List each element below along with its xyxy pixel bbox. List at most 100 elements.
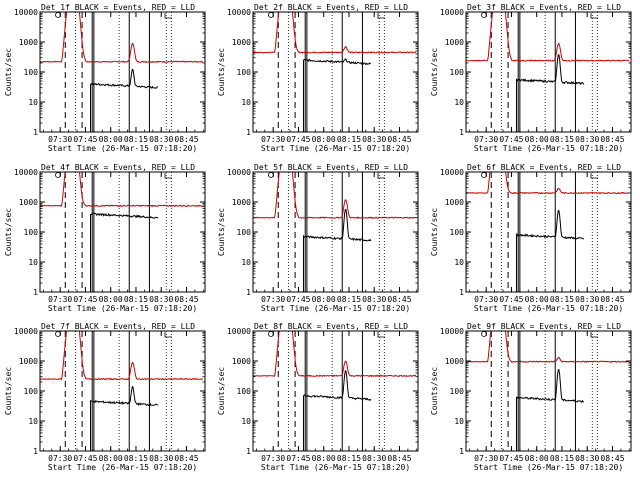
lld-series-line	[253, 331, 416, 378]
x-tick-label: 07:45	[499, 135, 523, 144]
y-tick-label: 10	[241, 417, 251, 426]
x-axis-label: Start Time (26-Mar-15 07:18:20)	[261, 304, 410, 313]
events-series-line	[303, 58, 371, 132]
events-series-line	[90, 386, 159, 451]
x-tick-label: 08:15	[550, 295, 574, 304]
x-tick-label: 08:45	[600, 295, 624, 304]
lld-series-line	[466, 12, 630, 62]
x-axis-label: Start Time (26-Mar-15 07:18:20)	[48, 304, 197, 313]
y-tick-label: 10000	[227, 327, 251, 336]
x-axis-label: Start Time (26-Mar-15 07:18:20)	[48, 463, 197, 472]
plot-area	[253, 172, 417, 292]
x-tick-label: 08:15	[337, 135, 361, 144]
x-tick-label: 08:45	[174, 135, 198, 144]
x-tick-label: 08:30	[149, 295, 173, 304]
x-tick-label: 08:45	[600, 135, 624, 144]
y-tick-label: 1	[33, 128, 38, 137]
y-tick-label: 10000	[227, 8, 251, 17]
y-tick-label: 10000	[227, 168, 251, 177]
x-tick-label: 08:15	[124, 135, 148, 144]
events-series-line	[516, 369, 584, 451]
y-tick-label: 1000	[232, 198, 251, 207]
x-tick-label: 08:30	[149, 454, 173, 463]
y-tick-label: 10	[28, 417, 38, 426]
chart-title: Det_6f BLACK = Events, RED = LLD	[467, 163, 621, 172]
y-tick-label: 10	[241, 258, 251, 267]
y-axis-label: Counts/sec	[4, 208, 13, 256]
x-tick-label: 08:00	[99, 135, 123, 144]
events-series-line	[516, 54, 585, 132]
y-tick-label: 10000	[14, 168, 38, 177]
y-tick-label: 1000	[445, 38, 464, 47]
y-tick-label: 100	[237, 387, 252, 396]
y-axis-label: Counts/sec	[430, 48, 439, 96]
y-tick-label: 100	[450, 387, 465, 396]
y-tick-label: 10000	[440, 327, 464, 336]
chart-title: Det_5f BLACK = Events, RED = LLD	[254, 163, 408, 172]
chart-panel-6: Det_6f BLACK = Events, RED = LLD 1 10 100 10…	[430, 163, 632, 313]
lld-series-line	[40, 172, 203, 208]
events-series-line	[90, 68, 159, 132]
y-tick-label: 100	[450, 68, 465, 77]
x-axis-label: Start Time (26-Mar-15 07:18:20)	[261, 144, 410, 153]
x-tick-label: 08:45	[174, 295, 198, 304]
x-tick-label: 07:45	[499, 295, 523, 304]
x-tick-label: 08:30	[575, 295, 599, 304]
x-tick-label: 08:15	[337, 454, 361, 463]
y-tick-label: 1	[246, 447, 251, 456]
lld-series-line	[253, 12, 417, 54]
x-axis-label: Start Time (26-Mar-15 07:18:20)	[261, 463, 410, 472]
plot-area	[40, 12, 204, 132]
x-tick-label: 08:30	[362, 454, 386, 463]
y-tick-label: 10000	[14, 8, 38, 17]
plot-area	[40, 172, 203, 292]
chart-panel-9: Det_9f BLACK = Events, RED = LLD 1 10 100 10…	[430, 322, 632, 472]
y-tick-label: 10	[454, 417, 464, 426]
x-tick-label: 08:30	[149, 135, 173, 144]
x-tick-label: 07:30	[474, 135, 498, 144]
chart-panel-2: Det_2f BLACK = Events, RED = LLD 1 10 100 10…	[217, 3, 419, 153]
y-tick-label: 1	[246, 128, 251, 137]
x-tick-label: 08:00	[312, 135, 336, 144]
x-tick-label: 07:30	[474, 454, 498, 463]
events-series-line	[303, 370, 372, 451]
y-axis-label: Counts/sec	[430, 367, 439, 415]
x-tick-label: 08:30	[362, 135, 386, 144]
y-tick-label: 10	[28, 98, 38, 107]
x-axis-label: Start Time (26-Mar-15 07:18:20)	[474, 144, 623, 153]
chart-panel-4: Det_4f BLACK = Events, RED = LLD 1 10 100 10…	[4, 163, 206, 313]
x-tick-label: 07:30	[261, 295, 285, 304]
y-tick-label: 100	[237, 68, 252, 77]
x-tick-label: 08:45	[387, 454, 411, 463]
y-tick-label: 1	[459, 447, 464, 456]
x-axis-label: Start Time (26-Mar-15 07:18:20)	[48, 144, 197, 153]
y-tick-label: 100	[237, 228, 252, 237]
x-tick-label: 07:30	[261, 135, 285, 144]
x-tick-label: 07:30	[48, 295, 72, 304]
y-tick-label: 1000	[232, 38, 251, 47]
x-tick-label: 07:45	[286, 135, 310, 144]
legend-step-marker	[377, 332, 385, 338]
y-tick-label: 1000	[19, 38, 38, 47]
chart-panel-8: Det_8f BLACK = Events, RED = LLD 1 10 100 10…	[217, 322, 419, 472]
y-tick-label: 10000	[440, 8, 464, 17]
y-tick-label: 100	[24, 387, 39, 396]
x-tick-label: 08:00	[312, 454, 336, 463]
y-tick-label: 1	[459, 128, 464, 137]
y-tick-label: 1000	[445, 198, 464, 207]
x-tick-label: 08:00	[99, 454, 123, 463]
plot-area	[466, 12, 630, 132]
lld-series-line	[253, 172, 417, 220]
x-tick-label: 08:30	[575, 454, 599, 463]
x-tick-label: 08:45	[387, 135, 411, 144]
chart-title: Det_4f BLACK = Events, RED = LLD	[41, 163, 195, 172]
y-axis-label: Counts/sec	[217, 367, 226, 415]
x-tick-label: 07:45	[499, 454, 523, 463]
y-tick-label: 1000	[19, 357, 38, 366]
y-tick-label: 1000	[19, 198, 38, 207]
y-tick-label: 100	[24, 228, 39, 237]
y-tick-label: 100	[450, 228, 465, 237]
x-tick-label: 07:30	[48, 135, 72, 144]
y-axis-label: Counts/sec	[217, 208, 226, 256]
